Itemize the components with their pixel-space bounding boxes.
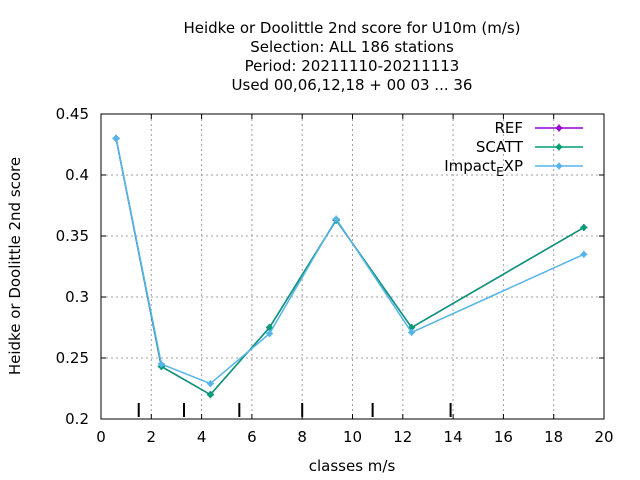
data-point xyxy=(580,250,588,258)
x-tick-label: 14 xyxy=(444,428,463,446)
data-point-dot xyxy=(113,135,119,141)
data-point xyxy=(555,162,563,170)
y-tick-label: 0.25 xyxy=(56,349,89,367)
data-point-dot xyxy=(556,144,562,150)
data-point-dot xyxy=(158,361,164,367)
y-tick-label: 0.3 xyxy=(65,288,89,306)
data-point xyxy=(332,215,340,223)
x-axis-label: classes m/s xyxy=(309,457,396,475)
data-point-dot xyxy=(266,331,273,337)
x-tick-label: 20 xyxy=(594,428,613,446)
y-tick-label: 0.4 xyxy=(65,166,89,184)
data-point-dot xyxy=(207,392,214,398)
data-point-dot xyxy=(556,163,562,169)
plot-series xyxy=(112,134,588,399)
tick-labels: 0 2 4 6 8 10 12 14 16 18 20 0.2 0.25 0.3 0.35 0.4 0.45 xyxy=(56,105,614,446)
x-tick-label: 0 xyxy=(96,428,106,446)
data-point xyxy=(157,360,165,368)
data-point xyxy=(266,324,274,331)
data-point-dot xyxy=(556,125,562,131)
legend-label: SCATT xyxy=(476,138,524,156)
x-tick-label: 6 xyxy=(247,428,257,446)
y-tick-label: 0.45 xyxy=(56,105,89,123)
y-axis-label: Heidke or Doolittle 2nd score xyxy=(6,157,24,375)
data-point xyxy=(580,223,588,231)
grid xyxy=(101,114,604,419)
data-point-dot xyxy=(409,324,415,331)
y-tick-label: 0.2 xyxy=(65,410,89,428)
class-boundary-markers xyxy=(137,403,452,417)
data-point-dot xyxy=(333,216,339,222)
data-point xyxy=(206,380,214,388)
chart-title: Heidke or Doolittle 2nd score for U10m (… xyxy=(183,19,520,94)
plot-frame xyxy=(100,113,605,420)
series-impactexp xyxy=(112,134,588,388)
legend-entry-ref: REF xyxy=(494,119,583,137)
data-point xyxy=(266,330,274,338)
data-point xyxy=(555,143,563,151)
data-point-dot xyxy=(266,324,273,331)
plot-border xyxy=(100,113,605,420)
x-tick-label: 8 xyxy=(297,428,307,446)
title-line-1: Heidke or Doolittle 2nd score for U10m (… xyxy=(183,19,520,37)
data-point-dot xyxy=(581,251,587,257)
x-tick-label: 12 xyxy=(393,428,412,446)
y-tick-label: 0.35 xyxy=(56,227,89,245)
x-tick-label: 18 xyxy=(544,428,563,446)
legend-entry-impactexp: ImpactEXP xyxy=(444,157,583,179)
x-tick-label: 16 xyxy=(494,428,513,446)
legend-label: ImpactEXP xyxy=(444,157,523,179)
data-point xyxy=(555,124,563,132)
series-line xyxy=(115,138,585,396)
data-point xyxy=(112,134,120,142)
title-line-2: Selection: ALL 186 stations xyxy=(250,38,454,56)
legend-entry-scatt: SCATT xyxy=(476,138,583,156)
data-point xyxy=(408,328,416,336)
data-point-dot xyxy=(409,329,415,335)
x-tick-label: 4 xyxy=(197,428,207,446)
legend-label: REF xyxy=(494,119,523,137)
data-point-dot xyxy=(581,224,587,231)
x-tick-label: 2 xyxy=(147,428,157,446)
data-point-dot xyxy=(207,381,214,387)
title-line-4: Used 00,06,12,18 + 00 03 ... 36 xyxy=(232,76,473,94)
series-line xyxy=(115,138,585,396)
title-line-3: Period: 20211110-20211113 xyxy=(245,57,460,75)
data-point xyxy=(206,391,214,399)
x-tick-label: 10 xyxy=(343,428,362,446)
